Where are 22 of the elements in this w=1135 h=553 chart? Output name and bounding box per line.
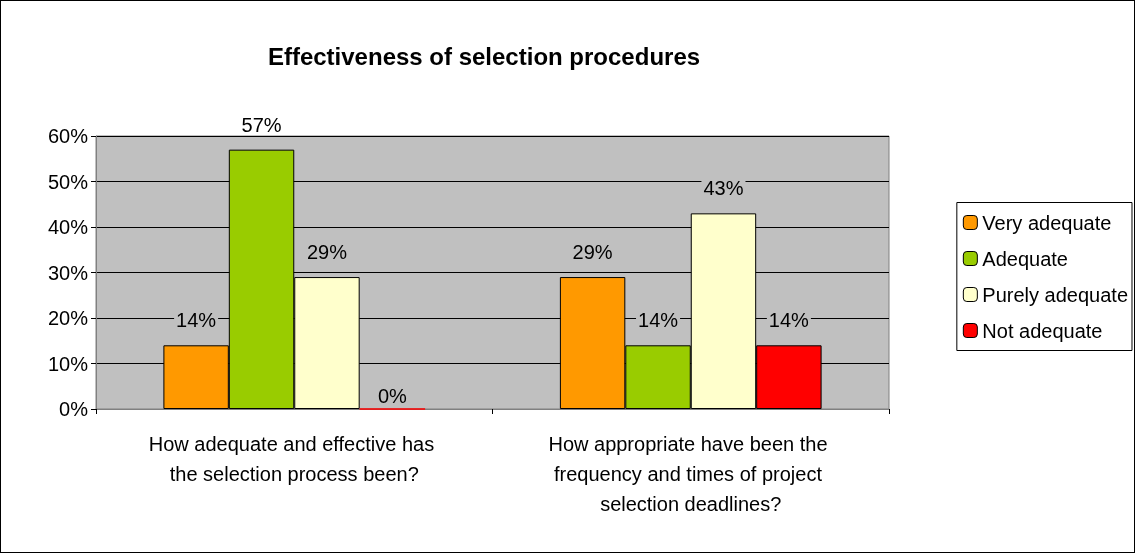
data-label: 14%	[768, 309, 810, 332]
data-label: 57%	[241, 113, 282, 136]
y-tick-label: 0%	[59, 398, 89, 420]
legend-label: Purely adequate	[982, 283, 1129, 306]
legend-label: Adequate	[982, 247, 1068, 270]
y-tick-label: 10%	[47, 352, 89, 375]
data-label: 14%	[638, 309, 679, 332]
legend-label: Very adequate	[982, 211, 1112, 234]
legend-label: Not adequate	[982, 319, 1103, 342]
y-tick-label: 30%	[47, 261, 89, 284]
data-label: 14%	[176, 309, 217, 332]
chart-title: Effectiveness of selection procedures	[267, 42, 701, 70]
y-tick-label: 40%	[47, 216, 89, 238]
data-label: 0%	[377, 384, 408, 407]
y-tick-label: 20%	[47, 307, 89, 329]
y-tick-label: 50%	[47, 170, 89, 193]
data-label: 29%	[306, 241, 348, 264]
x-tick-label: How adequate and effective has the selection process been?	[148, 433, 440, 485]
data-label: 43%	[703, 177, 744, 200]
y-tick-label: 60%	[47, 125, 89, 147]
data-label: 29%	[572, 241, 613, 264]
x-tick-label: How appropriate have been the frequency and times of project selection deadlines?	[548, 433, 834, 515]
